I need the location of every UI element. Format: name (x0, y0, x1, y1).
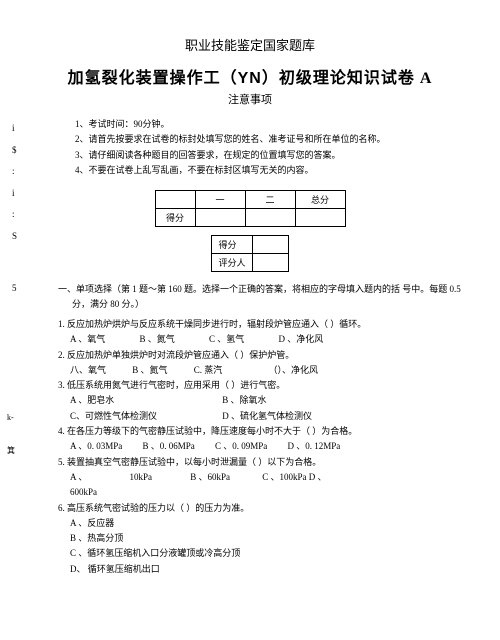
question-3: 3. 低压系统用氮气进行气密时，应用采用（ ）进行气密。 (58, 378, 470, 393)
option-b: B 、热高分顶 (70, 531, 470, 546)
question-4-options: A 、0. 03MPa B 、0. 06MPa C 、0. 09MPa D 、0… (70, 439, 470, 454)
option-b: B 、氮气 (132, 363, 167, 378)
grader-label: 评分人 (212, 254, 252, 272)
score-cell (195, 209, 245, 227)
title-post: ）初级理论知识试卷 A (262, 70, 433, 87)
score-col-total: 总分 (295, 191, 345, 209)
question-6-options: A 、反应器 B 、热高分顶 C 、循环氢压缩机入口分液罐顶或冷高分顶 D、 循… (70, 516, 470, 577)
grader-score-cell (252, 236, 288, 254)
option-c: C 、100kPa D 、 (262, 470, 326, 485)
notice-header: 注意事项 (30, 91, 470, 107)
notice-item: 3、请仔细阅读各种题目的回答要求，在规定的位置填写您的答案。 (75, 148, 470, 163)
side-char: i (12, 183, 17, 205)
side-char: 箕 (7, 441, 15, 462)
score-cell (245, 209, 295, 227)
notice-item: 1、考试时间：90分钟。 (75, 117, 470, 132)
side-char: k- (7, 408, 15, 429)
question-2: 2. 反应加热炉单独烘炉时对流段炉管应通入（ ）保护炉管。 (58, 348, 470, 363)
option-b: B 、60kPa (190, 470, 230, 485)
notice-item: 2、请首先按要求在试卷的标封处填写您的姓名、准考证号和所在单位的名称。 (75, 132, 470, 147)
question-2-options: 八、氧气 B 、氮气 C. 蒸汽 （）、净化风 (70, 363, 470, 378)
title-pre: 加氢裂化装置操作工（ (68, 70, 238, 87)
option-a: A 、氧气 (70, 332, 105, 347)
question-6: 6. 高压系统气密试验的压力以（ ）的压力为准。 (58, 501, 470, 516)
question-5-options: A 、 10kPa B 、60kPa C 、100kPa D 、 600kPa (70, 470, 470, 501)
option-a-val: 10kPa (130, 470, 153, 485)
doc-bank-title: 职业技能鉴定国家题库 (30, 35, 470, 54)
option-d: D、 循环氢压缩机出口 (70, 562, 470, 577)
option-a: A 、 (70, 470, 87, 485)
side-char: i (12, 118, 17, 140)
score-col-two: 二 (245, 191, 295, 209)
question-1: 1. 反应加热炉烘炉与反应系统干燥同步进行时，辐射段炉管应通入（ ）循环。 (58, 317, 470, 332)
option-d: D 、硫化氢气体检测仪 (222, 411, 312, 421)
main-title: 加氢裂化装置操作工（YN）初级理论知识试卷 A (30, 64, 470, 88)
option-c: C 、0. 09MPa (215, 439, 267, 454)
option-c: C 、循环氢压缩机入口分液罐顶或冷高分顶 (70, 546, 470, 561)
score-table: 一 二 总分 得分 (155, 190, 346, 227)
option-c: C. 蒸汽 (194, 363, 223, 378)
title-yn: YN (238, 70, 262, 87)
option-d: （）、净化风 (269, 363, 319, 378)
question-4: 4. 在各压力等级下的气密静压试验中，降压速度每小时不大于（ ）为合格。 (58, 424, 470, 439)
option-d: D 、净化风 (279, 332, 324, 347)
side-column-lower: k- 箕 (7, 408, 15, 462)
option-a: A 、反应器 (70, 516, 470, 531)
side-char: 5 (12, 278, 17, 300)
grader-cell (252, 254, 288, 272)
side-column: i $ : i : S 5 (12, 118, 17, 299)
option-b: B 、除氧水 (222, 395, 266, 405)
side-char: : (12, 204, 17, 226)
side-char: $ (12, 140, 17, 162)
option-a: A 、0. 03MPa (70, 439, 122, 454)
section-intro: 一、单项选择（第 1 题～第 160 题。选择一个正确的答案，将相应的字母填入题… (58, 282, 470, 311)
score-cell (295, 209, 345, 227)
question-5: 5. 装置抽真空气密静压试验中，以每小时泄漏量（ ）以下为合格。 (58, 455, 470, 470)
question-3-options: A 、肥皂水 B 、除氧水 C、可燃性气体检测仪 D 、硫化氢气体检测仪 (70, 393, 470, 424)
side-char: S (12, 226, 17, 248)
option-c: C、可燃性气体检测仪 (70, 409, 220, 424)
grader-table: 得分 评分人 (211, 235, 288, 272)
score-label: 得分 (155, 209, 195, 227)
question-1-options: A 、氧气 B 、氮气 C 、氢气 D 、净化风 (70, 332, 470, 347)
option-a: A 、肥皂水 (70, 393, 220, 408)
score-empty (155, 191, 195, 209)
option-c: C 、氢气 (209, 332, 244, 347)
notice-list: 1、考试时间：90分钟。 2、请首先按要求在试卷的标封处填写您的姓名、准考证号和… (75, 117, 470, 178)
option-b: B 、氮气 (140, 332, 175, 347)
option-d: 600kPa (70, 485, 97, 500)
score-col-one: 一 (195, 191, 245, 209)
option-b: B 、0. 06MPa (143, 439, 195, 454)
side-char: : (12, 161, 17, 183)
option-d: D 、0. 12MPa (288, 439, 341, 454)
option-a: 八、氧气 (70, 363, 106, 378)
grader-score-label: 得分 (212, 236, 252, 254)
notice-item: 4、不要在试卷上乱写乱画，不要在标封区填写无关的内容。 (75, 163, 470, 178)
